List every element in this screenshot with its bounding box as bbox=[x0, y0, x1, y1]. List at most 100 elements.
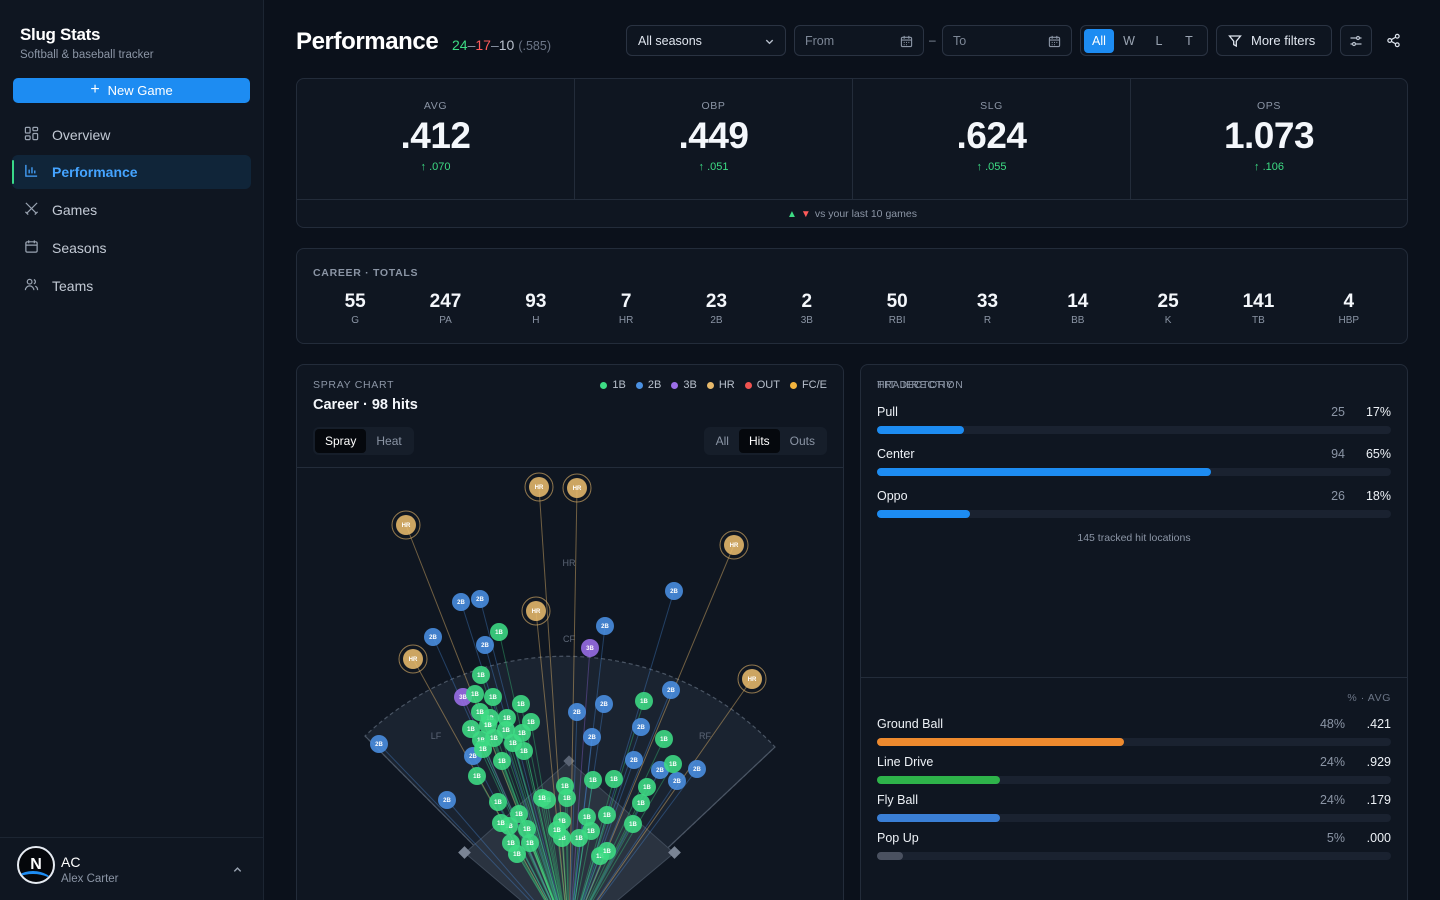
hit-marker-1b[interactable]: 1B bbox=[522, 713, 540, 731]
hit-marker-1b[interactable]: 1B bbox=[484, 688, 502, 706]
kpi-delta: ↑ .106 bbox=[1254, 161, 1284, 173]
hit-marker-1b[interactable]: 1B bbox=[490, 623, 508, 641]
hit-marker-label: 1B bbox=[610, 777, 618, 783]
hit-marker-1b[interactable]: 1B bbox=[462, 720, 480, 738]
hit-marker-1b[interactable]: 1B bbox=[570, 829, 588, 847]
bar-row-pct: 17% bbox=[1365, 405, 1391, 419]
hit-marker-1b[interactable]: 1B bbox=[468, 767, 486, 785]
spray-field[interactable]: HR CF LF RF HR HR HR HR HR HR HR 2B 2B 2B 2B 2B 2B 2B… bbox=[297, 468, 843, 900]
hit-marker-2b[interactable]: 2B bbox=[662, 681, 680, 699]
from-date-input[interactable]: From bbox=[794, 25, 924, 56]
hit-marker-2b[interactable]: 2B bbox=[452, 593, 470, 611]
hit-marker-1b[interactable]: 1B bbox=[598, 806, 616, 824]
hit-marker-2b[interactable]: 2B bbox=[370, 735, 388, 753]
result-filter-loss[interactable]: L bbox=[1155, 33, 1163, 48]
hit-marker-3b[interactable]: 3B bbox=[581, 639, 599, 657]
hit-marker-2b[interactable]: 2B bbox=[595, 695, 613, 713]
hit-marker-dot bbox=[598, 842, 616, 860]
hit-trajectory-line bbox=[569, 711, 578, 900]
hit-marker-1b[interactable]: 1B bbox=[489, 793, 507, 811]
hit-marker-1b[interactable]: 1B bbox=[556, 777, 574, 795]
sidebar-item-teams[interactable]: Teams bbox=[12, 269, 251, 303]
share-icon[interactable] bbox=[1386, 33, 1401, 48]
hit-marker-2b[interactable]: 2B bbox=[476, 636, 494, 654]
hit-marker-1b[interactable]: 1B bbox=[605, 770, 623, 788]
hit-marker-1b[interactable]: 1B bbox=[521, 834, 539, 852]
filter-icon bbox=[1228, 34, 1242, 47]
spray-filter-outs[interactable]: Outs bbox=[789, 434, 815, 448]
hit-marker-1b[interactable]: 1B bbox=[492, 814, 510, 832]
hit-marker-2b[interactable]: 2B bbox=[665, 582, 683, 600]
hit-marker-1b[interactable]: 1B bbox=[655, 730, 673, 748]
new-game-button[interactable]: + New Game bbox=[13, 78, 250, 103]
result-filter-win[interactable]: W bbox=[1123, 33, 1135, 48]
hit-marker-1b[interactable]: 1B bbox=[533, 789, 551, 807]
result-filter-all[interactable]: All bbox=[1084, 28, 1114, 53]
sidebar: Slug Stats Softball & baseball tracker +… bbox=[0, 0, 264, 900]
to-date-input[interactable]: To bbox=[942, 25, 1072, 56]
user-name: Alex Carter bbox=[61, 873, 119, 885]
hit-marker-1b[interactable]: 1B bbox=[515, 742, 533, 760]
sidebar-item-performance[interactable]: Performance bbox=[12, 155, 251, 189]
bar-row-pct: 24% bbox=[1319, 793, 1345, 807]
chevron-up-icon[interactable] bbox=[232, 864, 243, 875]
hit-marker-2b[interactable]: 2B bbox=[668, 772, 686, 790]
hit-marker-1b[interactable]: 1B bbox=[471, 703, 489, 721]
hit-marker-2b[interactable]: 2B bbox=[568, 703, 586, 721]
hit-marker-dot bbox=[583, 728, 601, 746]
hit-marker-1b[interactable]: 1B bbox=[584, 771, 602, 789]
hit-marker-1b[interactable]: 1B bbox=[624, 815, 642, 833]
spray-view-heat[interactable]: Heat bbox=[376, 434, 402, 448]
hit-marker-1b[interactable]: 1B bbox=[638, 778, 656, 796]
more-filters-button[interactable]: More filters bbox=[1216, 25, 1332, 56]
hit-marker-1b[interactable]: 1B bbox=[493, 752, 511, 770]
hit-marker-dot bbox=[512, 695, 530, 713]
hit-marker-2b[interactable]: 2B bbox=[583, 728, 601, 746]
hit-marker-2b[interactable]: 2B bbox=[688, 760, 706, 778]
sidebar-item-games[interactable]: Games bbox=[12, 193, 251, 227]
hit-marker-1b[interactable]: 1B bbox=[548, 821, 566, 839]
spray-filter-hits[interactable]: Hits bbox=[738, 429, 780, 453]
bar-row-avg: .421 bbox=[1366, 717, 1391, 731]
hit-marker-1b[interactable]: 1B bbox=[510, 805, 528, 823]
hit-marker-1b[interactable]: 1B bbox=[466, 685, 484, 703]
hit-marker-hr[interactable]: HR bbox=[737, 664, 767, 694]
hit-marker-2b[interactable]: 2B bbox=[632, 718, 650, 736]
hit-marker-1b[interactable]: 1B bbox=[512, 695, 530, 713]
sidebar-item-seasons[interactable]: Seasons bbox=[12, 231, 251, 265]
hit-marker-2b[interactable]: 2B bbox=[625, 751, 643, 769]
hit-marker-1b[interactable]: 1B bbox=[598, 842, 616, 860]
hit-marker-1b[interactable]: 1B bbox=[502, 834, 520, 852]
hit-marker-hr[interactable]: HR bbox=[391, 510, 421, 540]
hit-marker-1b[interactable]: 1B bbox=[632, 794, 650, 812]
hit-marker-hr[interactable]: HR bbox=[562, 473, 592, 503]
hit-trajectory-line bbox=[579, 778, 615, 900]
hit-marker-1b[interactable]: 1B bbox=[664, 755, 682, 773]
hit-marker-hr[interactable]: HR bbox=[398, 644, 428, 674]
hit-marker-2b[interactable]: 2B bbox=[471, 590, 489, 608]
hit-marker-label: 1B bbox=[603, 813, 611, 819]
hit-marker-1b[interactable]: 1B bbox=[518, 820, 536, 838]
sidebar-item-overview[interactable]: Overview bbox=[12, 118, 251, 152]
hit-marker-2b[interactable]: 2B bbox=[596, 617, 614, 635]
hit-marker-2b[interactable]: 2B bbox=[424, 628, 442, 646]
hit-marker-1b[interactable]: 1B bbox=[578, 808, 596, 826]
user-menu[interactable]: N AC Alex Carter bbox=[0, 837, 264, 900]
hit-marker-2b[interactable]: 2B bbox=[438, 791, 456, 809]
to-date-placeholder: To bbox=[953, 33, 967, 48]
season-select[interactable]: All seasons bbox=[626, 25, 786, 56]
result-filter-tie[interactable]: T bbox=[1185, 33, 1193, 48]
hit-marker-hr[interactable]: HR bbox=[719, 530, 749, 560]
hit-marker-1b[interactable]: 1B bbox=[635, 692, 653, 710]
hit-marker-label: 1B bbox=[507, 841, 515, 847]
hit-marker-1b[interactable]: 1B bbox=[472, 666, 490, 684]
hit-marker-dot bbox=[664, 755, 682, 773]
hit-marker-hr[interactable]: HR bbox=[521, 596, 551, 626]
spray-view-spray[interactable]: Spray bbox=[315, 429, 367, 453]
hit-marker-1b[interactable]: 1B bbox=[474, 740, 492, 758]
spray-filter-all[interactable]: All bbox=[715, 434, 729, 448]
field-label-cf: CF bbox=[563, 634, 575, 644]
hit-marker-1b[interactable]: 1B bbox=[479, 716, 497, 734]
hit-marker-hr[interactable]: HR bbox=[524, 472, 554, 502]
settings-sliders-button[interactable] bbox=[1340, 25, 1372, 56]
